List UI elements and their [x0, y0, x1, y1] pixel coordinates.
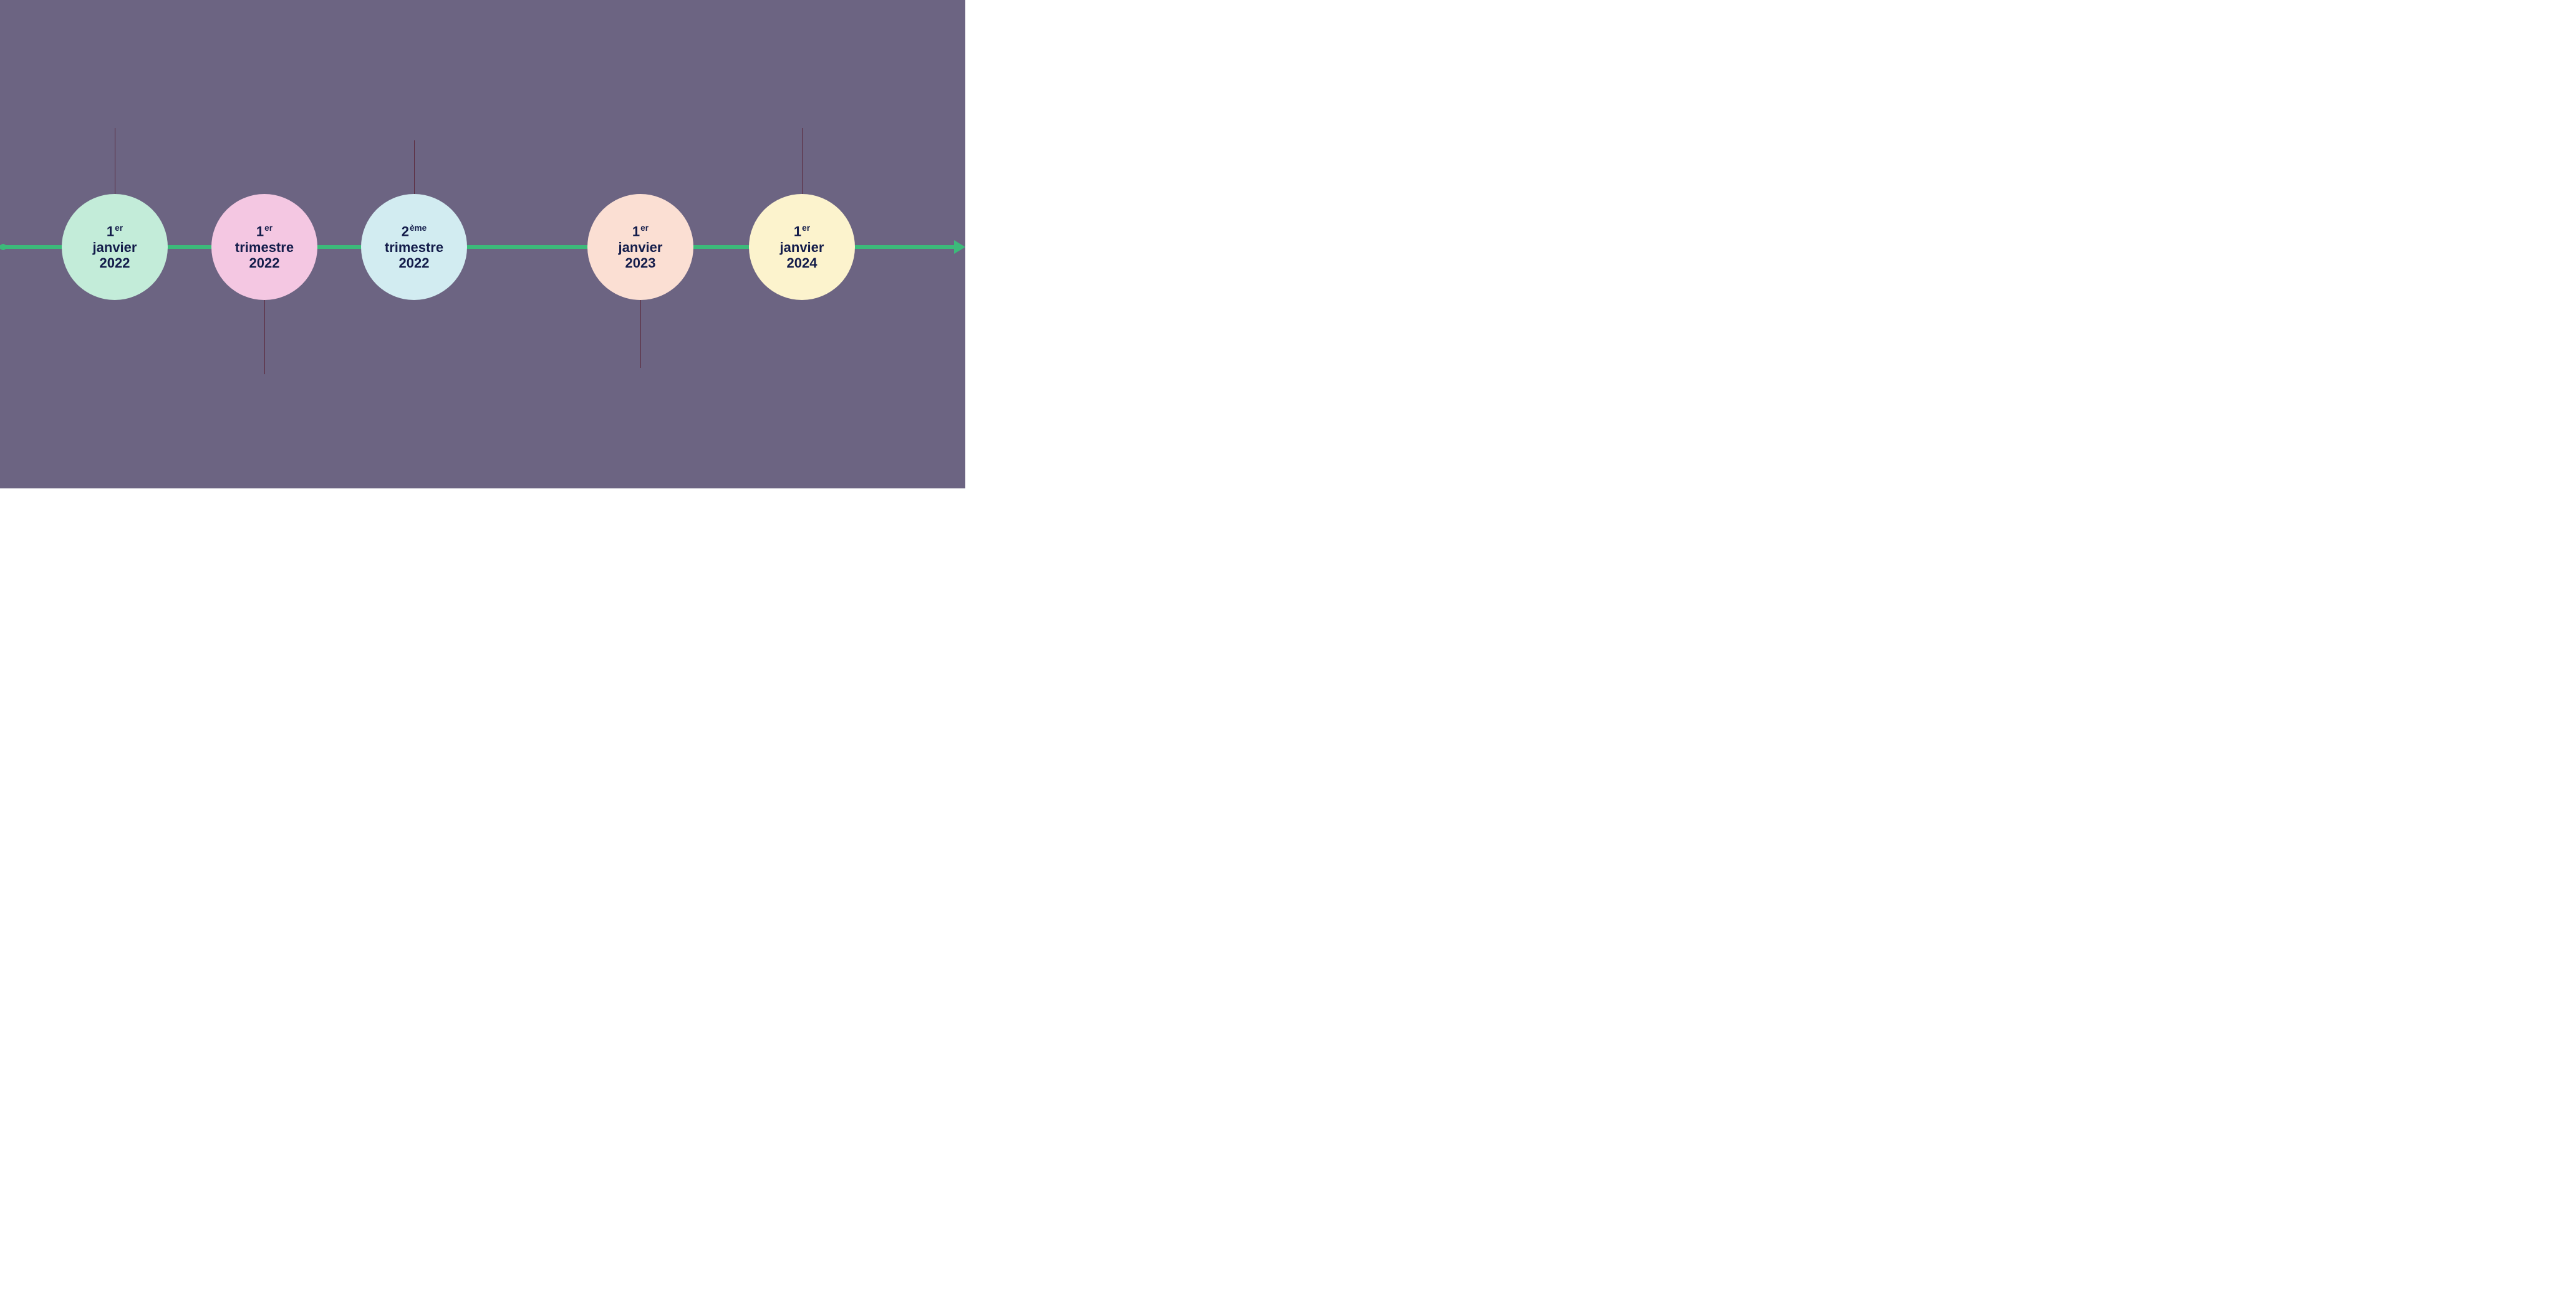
node-date-ordinal: er [115, 223, 123, 233]
timeline-connector [802, 128, 803, 194]
node-date-ordinal: er [640, 223, 649, 233]
node-date-line2: janvier [93, 240, 137, 255]
node-date-ordinal: er [802, 223, 810, 233]
timeline-node: 1er janvier 2023 [587, 194, 693, 300]
node-date-main: 1 [256, 223, 264, 239]
timeline-node: 1er trimestre 2022 [211, 194, 317, 300]
node-date-main: 2 [402, 223, 409, 239]
node-date-line3: 2022 [100, 255, 130, 271]
node-date-line3: 2023 [625, 255, 656, 271]
timeline-connector [264, 300, 265, 374]
node-date-ordinal: er [264, 223, 273, 233]
timeline-node: 2ème trimestre 2022 [361, 194, 467, 300]
node-date-ordinal: ème [410, 223, 427, 233]
node-date-line2: janvier [780, 240, 824, 255]
node-date-main: 1 [794, 223, 801, 239]
node-date-main: 1 [107, 223, 114, 239]
node-date-main: 1 [632, 223, 640, 239]
node-date-line1: 1er [794, 223, 810, 240]
timeline-connector [640, 300, 641, 368]
node-date-line1: 2ème [402, 223, 427, 240]
timeline-canvas: 1er janvier 2022 1er trimestre 2022 2ème… [0, 0, 965, 488]
node-date-line3: 2024 [787, 255, 818, 271]
node-date-line2: janvier [619, 240, 663, 255]
node-date-line3: 2022 [249, 255, 280, 271]
node-date-line1: 1er [107, 223, 123, 240]
timeline-arrowhead [954, 240, 965, 254]
node-date-line2: trimestre [235, 240, 294, 255]
node-date-line1: 1er [632, 223, 649, 240]
node-date-line1: 1er [256, 223, 273, 240]
node-date-line3: 2022 [399, 255, 430, 271]
timeline-connector [414, 140, 415, 194]
timeline-start-dot [0, 244, 6, 250]
node-date-line2: trimestre [385, 240, 443, 255]
timeline-node: 1er janvier 2022 [62, 194, 168, 300]
timeline-node: 1er janvier 2024 [749, 194, 855, 300]
